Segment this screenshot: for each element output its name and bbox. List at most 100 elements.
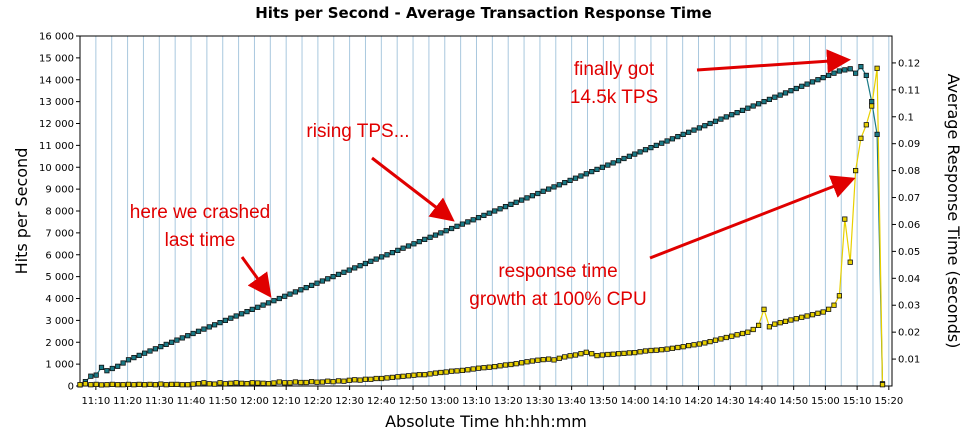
data-point-response [578, 351, 584, 357]
data-point-hits [141, 350, 148, 356]
data-point-response [594, 352, 600, 359]
y-left-tick-label: 8 000 [45, 207, 74, 218]
data-point-response [696, 341, 703, 347]
data-point-response [874, 65, 880, 71]
data-point-response [535, 357, 541, 363]
data-point-response [470, 366, 476, 372]
data-point-response [648, 347, 654, 354]
data-point-hits [734, 110, 740, 116]
data-point-response [475, 365, 482, 371]
data-point-hits [427, 234, 433, 240]
y-left-tick-label: 10 000 [39, 163, 74, 174]
data-point-hits [470, 217, 476, 223]
x-tick-label: 13:50 [589, 396, 618, 407]
data-point-hits [222, 317, 228, 324]
data-point-hits [303, 284, 309, 291]
data-point-hits [605, 162, 611, 168]
y-left-tick-label: 4 000 [45, 294, 74, 305]
data-point-hits [98, 364, 105, 371]
data-point-response [497, 363, 503, 369]
data-point-response [712, 337, 719, 343]
data-point-response [211, 381, 218, 387]
data-point-response [777, 320, 783, 326]
data-point-response [642, 348, 649, 354]
data-point-response [540, 356, 546, 363]
data-point-response [378, 375, 385, 382]
data-point-hits [244, 308, 250, 315]
y-axis-left-label: Hits per Second [12, 148, 31, 275]
data-point-response [141, 382, 148, 388]
data-point-hits [416, 238, 422, 245]
data-point-hits [637, 149, 643, 155]
data-point-response [432, 370, 439, 376]
data-point-response [519, 360, 525, 366]
data-point-response [131, 382, 137, 388]
data-point-response [739, 330, 746, 337]
data-point-hits [642, 147, 649, 153]
data-point-response [562, 354, 568, 360]
data-point-response [368, 376, 374, 382]
data-point-response [147, 381, 153, 388]
data-point-hits [804, 81, 810, 87]
data-point-response [125, 381, 132, 388]
x-tick-label: 11:50 [208, 396, 237, 407]
data-point-hits [529, 193, 536, 199]
data-point-response [330, 379, 336, 385]
data-point-hits [357, 263, 363, 269]
data-point-response [271, 380, 277, 386]
x-tick-label: 12:40 [367, 396, 396, 407]
data-point-hits [799, 83, 805, 89]
x-axis-label: Absolute Time hh:hh:mm [385, 412, 587, 431]
y-right-tick-label: 0.08 [898, 166, 920, 177]
data-point-response [255, 380, 261, 386]
data-point-hits [858, 64, 864, 70]
chart-title: Hits per Second - Average Transaction Re… [255, 4, 712, 22]
data-point-hits [422, 236, 428, 242]
data-point-hits [686, 129, 692, 135]
data-point-response [427, 371, 433, 377]
data-point-hits [190, 330, 196, 337]
data-point-hits [659, 140, 665, 146]
x-tick-label: 14:00 [621, 396, 650, 407]
data-point-hits [632, 151, 638, 157]
data-point-response [858, 135, 864, 141]
data-point-response [438, 369, 444, 376]
data-point-hits [519, 197, 525, 203]
data-point-hits [502, 203, 509, 210]
y-right-tick-label: 0.06 [898, 220, 920, 231]
data-point-response [546, 356, 552, 362]
data-point-hits [131, 354, 137, 361]
data-point-response [486, 364, 492, 370]
x-tick-label: 12:20 [303, 396, 332, 407]
y-left-tick-label: 15 000 [39, 53, 74, 64]
data-point-hits [206, 324, 212, 330]
data-point-response [481, 365, 487, 371]
data-point-response [93, 381, 99, 388]
data-point-response [788, 317, 794, 323]
data-point-response [745, 329, 751, 335]
y-left-tick-label: 3 000 [45, 316, 74, 327]
data-point-hits [346, 267, 352, 273]
data-point-response [686, 342, 692, 349]
data-point-hits [405, 243, 412, 249]
data-point-hits [723, 114, 729, 120]
data-point-response [675, 344, 681, 351]
data-point-response [583, 349, 589, 355]
data-point-response [405, 373, 412, 379]
data-point-response [513, 361, 519, 367]
annotation-tps-line2: 14.5k TPS [570, 87, 658, 108]
data-point-response [158, 381, 164, 387]
data-point-response [804, 313, 810, 319]
data-point-response [443, 369, 449, 375]
data-point-hits [675, 133, 681, 140]
data-point-response [492, 363, 498, 370]
data-point-hits [158, 343, 164, 350]
data-point-hits [874, 131, 880, 137]
data-point-hits [238, 311, 245, 317]
data-point-hits [782, 90, 789, 96]
x-tick-label: 13:30 [526, 396, 555, 407]
data-point-hits [120, 360, 126, 366]
data-point-response [820, 309, 826, 315]
data-point-hits [535, 190, 541, 197]
